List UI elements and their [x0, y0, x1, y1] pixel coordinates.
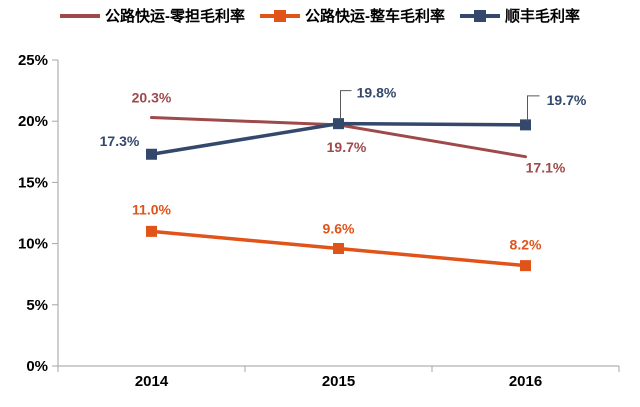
data-label-leader-line: [340, 90, 352, 120]
legend-label-road-ltl-margin: 公路快运-零担毛利率: [104, 8, 245, 25]
legend-label-sf-margin: 顺丰毛利率: [504, 8, 580, 25]
data-label: 17.3%: [100, 133, 140, 149]
line-square-swatch-icon: [459, 9, 500, 22]
series-marker: [333, 242, 344, 254]
data-label: 19.7%: [327, 139, 367, 155]
line-square-swatch-icon: [259, 9, 300, 22]
line-swatch-icon: [59, 10, 100, 22]
series-marker: [333, 118, 344, 130]
series-marker: [146, 225, 157, 237]
series-marker: [520, 260, 531, 272]
data-label: 19.8%: [357, 85, 397, 101]
y-axis-tick-label: 5%: [26, 297, 48, 314]
chart-legend: 公路快运-零担毛利率 公路快运-整车毛利率 顺丰毛利率: [0, 5, 640, 26]
series-marker: [520, 119, 531, 131]
series-marker: [146, 148, 157, 160]
legend-item-road-ftl-margin: 公路快运-整车毛利率: [259, 5, 445, 26]
legend-label-road-ftl-margin: 公路快运-整车毛利率: [304, 8, 445, 25]
data-label-leader-line: [527, 95, 540, 121]
x-axis-tick-label: 2015: [322, 373, 355, 390]
legend-item-road-ltl-margin: 公路快运-零担毛利率: [59, 5, 245, 26]
x-axis-tick-label: 2014: [135, 373, 169, 390]
y-axis-tick-label: 15%: [18, 174, 48, 191]
data-label: 11.0%: [132, 201, 171, 217]
y-axis-tick-label: 10%: [18, 236, 48, 253]
y-axis-tick-label: 20%: [18, 113, 48, 130]
data-label: 17.1%: [526, 160, 566, 176]
legend-item-sf-margin: 顺丰毛利率: [459, 5, 580, 26]
x-axis-tick-label: 2016: [509, 373, 542, 390]
data-label: 8.2%: [510, 237, 542, 253]
data-label: 19.7%: [547, 92, 587, 108]
data-label: 9.6%: [323, 220, 355, 236]
y-axis-tick-label: 0%: [26, 358, 48, 375]
y-axis-tick-label: 25%: [18, 52, 48, 69]
data-label: 20.3%: [132, 90, 172, 106]
